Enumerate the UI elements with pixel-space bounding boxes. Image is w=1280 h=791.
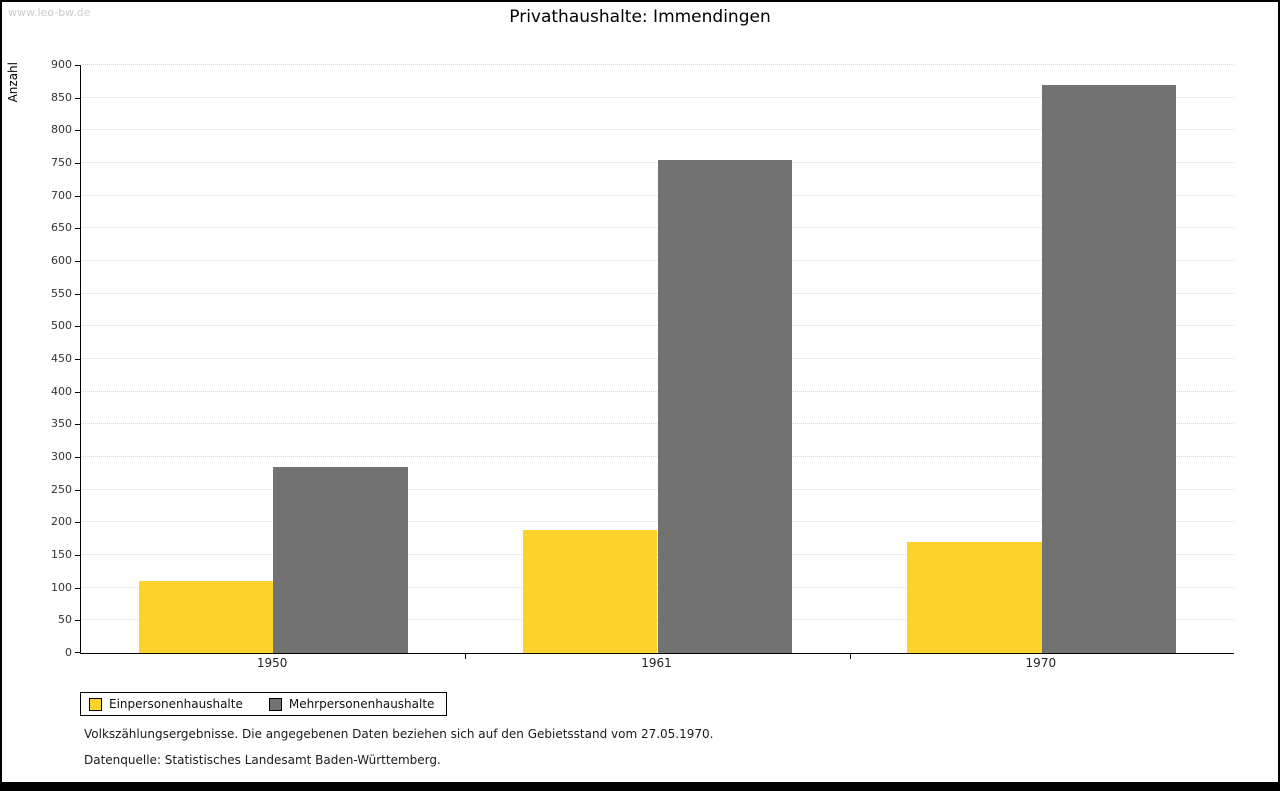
legend-swatch-icon: [89, 697, 102, 711]
y-tick-mark: [75, 195, 80, 197]
y-tick-label: 0: [65, 646, 72, 659]
y-tick-label: 550: [51, 286, 72, 300]
y-tick-mark: [75, 359, 80, 360]
bar-einpersonenhaushalte-1961: [522, 530, 658, 653]
y-tick-mark: [75, 555, 80, 556]
y-tick-label: 300: [51, 450, 72, 463]
y-axis-tick-labels: 0 50 100 150 200 250 300 350 400 450 500 550 600 650 7…: [2, 59, 72, 659]
y-tick-mark: [75, 391, 80, 393]
y-tick-mark: [75, 424, 80, 426]
y-tick-mark: [75, 326, 80, 328]
y-tick-label: 850: [51, 90, 72, 104]
legend-swatch-icon: [268, 697, 282, 711]
x-tick-mark: [465, 654, 467, 659]
footnote-data-source: Datenquelle: Statistisches Landesamt Bad…: [84, 753, 441, 767]
bar-mehrpersonenhaushalte-1961: [657, 159, 793, 653]
y-tick-label: 150: [51, 548, 72, 561]
gridline: [81, 96, 1234, 98]
y-tick-mark: [75, 652, 80, 653]
y-tick-label: 100: [51, 580, 72, 594]
bar-einpersonenhaushalte-1950: [138, 581, 274, 653]
y-tick-mark: [75, 620, 80, 622]
y-tick-label: 750: [51, 156, 72, 169]
bar-mehrpersonenhaushalte-1950: [273, 466, 408, 653]
y-tick-label: 500: [51, 319, 72, 333]
y-tick-label: 650: [51, 221, 72, 235]
chart-title: Privathaushalte: Immendingen: [509, 7, 771, 27]
y-tick-mark: [75, 489, 80, 491]
y-tick-mark: [75, 130, 80, 132]
x-tick-label: 1950: [256, 656, 288, 670]
watermark-leo-bw: www.leo-bw.de: [8, 6, 91, 19]
y-tick-mark: [75, 261, 80, 262]
legend-item: Einpersonenhaushalte: [89, 697, 243, 711]
x-tick-label: 1970: [1025, 656, 1057, 670]
plot-area: [75, 64, 1234, 659]
x-tick-label: 1961: [641, 656, 672, 670]
bar-einpersonenhaushalte-1970: [907, 541, 1042, 653]
y-tick-mark: [75, 65, 80, 66]
y-tick-label: 250: [51, 482, 72, 496]
y-tick-mark: [75, 293, 80, 295]
y-tick-mark: [75, 457, 80, 458]
y-tick-label: 700: [51, 188, 72, 202]
y-tick-mark: [75, 97, 80, 99]
y-tick-mark: [75, 163, 80, 164]
legend-item: Mehrpersonenhaushalte: [268, 697, 435, 711]
y-tick-label: 600: [51, 254, 72, 267]
y-tick-label: 900: [51, 58, 72, 71]
y-tick-mark: [75, 587, 80, 589]
bottom-border-bar: [2, 782, 1278, 789]
legend-label: Mehrpersonenhaushalte: [288, 697, 435, 711]
x-axis-tick-labels: 1950 1961 1970: [80, 656, 1233, 674]
y-tick-label: 400: [51, 384, 72, 398]
x-tick-mark: [849, 654, 851, 659]
y-tick-label: 350: [51, 417, 72, 431]
gridline: [81, 64, 1234, 65]
y-tick-mark: [75, 228, 80, 230]
legend: Einpersonenhaushalte Mehrpersonenhaushalt…: [80, 692, 448, 716]
y-tick-mark: [75, 522, 80, 524]
legend-label: Einpersonenhaushalte: [109, 697, 243, 711]
gridline: [81, 129, 1234, 131]
y-tick-label: 800: [51, 123, 72, 137]
y-tick-label: 200: [51, 515, 72, 529]
bar-mehrpersonenhaushalte-1970: [1041, 84, 1177, 653]
y-tick-label: 450: [51, 352, 72, 365]
y-tick-label: 50: [58, 613, 72, 627]
footnote-source-note: Volkszählungsergebnisse. Die angegebenen…: [84, 727, 714, 741]
